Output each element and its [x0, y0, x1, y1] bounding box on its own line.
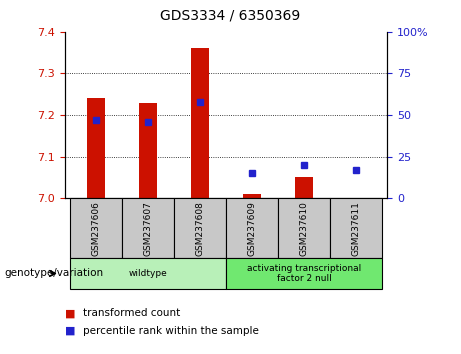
Bar	[243, 194, 261, 198]
Text: GDS3334 / 6350369: GDS3334 / 6350369	[160, 9, 301, 23]
Bar	[70, 198, 122, 258]
Bar	[295, 177, 313, 198]
Bar	[330, 198, 382, 258]
Text: ■: ■	[65, 326, 75, 336]
Bar	[191, 48, 209, 198]
Text: GSM237607: GSM237607	[143, 201, 152, 256]
Bar	[87, 98, 105, 198]
Text: genotype/variation: genotype/variation	[5, 268, 104, 279]
Text: GSM237611: GSM237611	[351, 201, 361, 256]
Bar	[70, 258, 226, 289]
Text: ■: ■	[65, 308, 75, 318]
Text: transformed count: transformed count	[83, 308, 180, 318]
Bar	[278, 198, 330, 258]
Text: GSM237606: GSM237606	[91, 201, 100, 256]
Text: percentile rank within the sample: percentile rank within the sample	[83, 326, 259, 336]
Bar	[226, 258, 382, 289]
Text: activating transcriptional
factor 2 null: activating transcriptional factor 2 null	[247, 264, 361, 283]
Text: GSM237610: GSM237610	[300, 201, 308, 256]
Bar	[122, 198, 174, 258]
Bar	[139, 103, 157, 198]
Bar	[174, 198, 226, 258]
Text: GSM237608: GSM237608	[195, 201, 204, 256]
Text: GSM237609: GSM237609	[248, 201, 256, 256]
Text: wildtype: wildtype	[129, 269, 167, 278]
Bar	[226, 198, 278, 258]
